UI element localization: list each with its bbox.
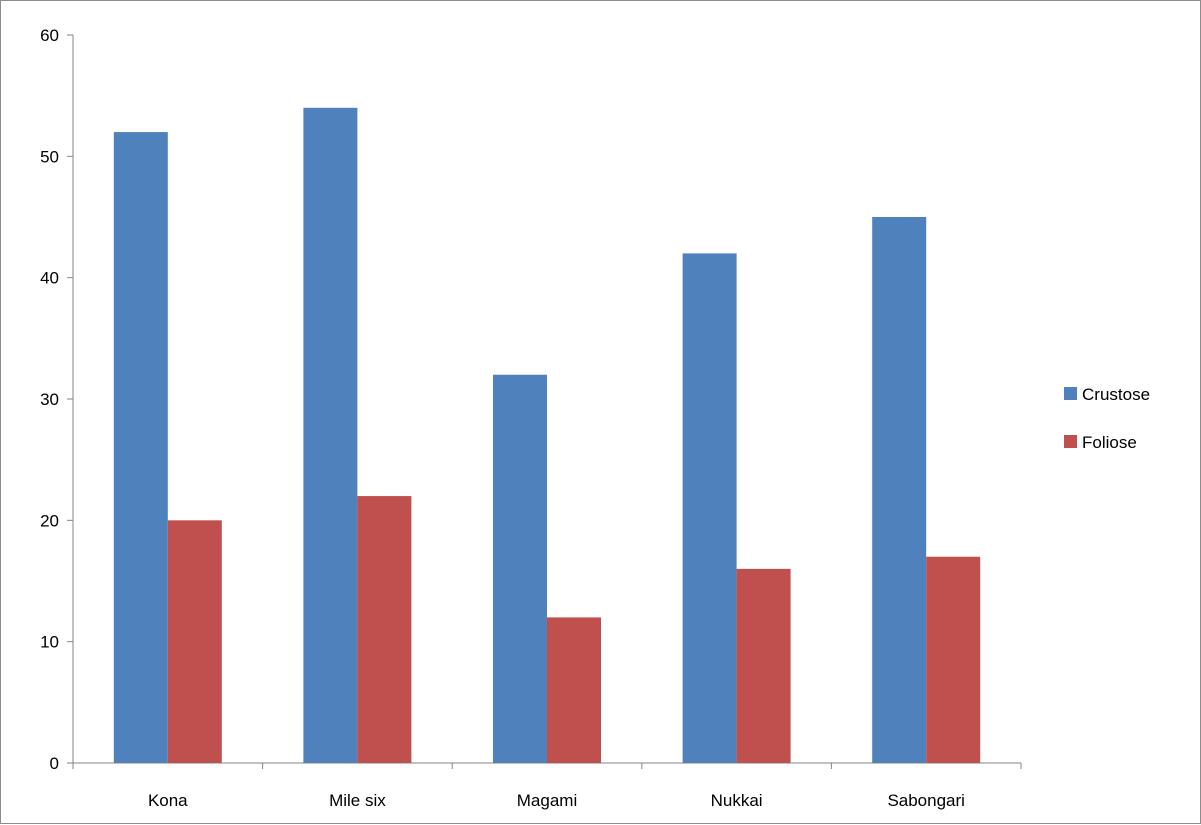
legend-label-foliose: Foliose: [1082, 433, 1137, 452]
y-tick-label: 20: [40, 511, 59, 530]
y-tick-label: 60: [40, 26, 59, 45]
bar-foliose-nukkai: [736, 568, 791, 763]
y-tick-label: 50: [40, 147, 59, 166]
x-tick-label: Kona: [148, 791, 188, 810]
y-tick-label: 10: [40, 633, 59, 652]
y-tick-label: 40: [40, 269, 59, 288]
legend-swatch-crustose: [1064, 387, 1077, 400]
bar-crustose-nukkai: [682, 253, 737, 763]
y-tick-label: 0: [50, 754, 59, 773]
bar-foliose-sabongari: [926, 556, 981, 763]
legend-label-crustose: Crustose: [1082, 385, 1150, 404]
x-tick-label: Sabongari: [887, 791, 965, 810]
legend: Crustose Foliose: [1064, 385, 1150, 452]
bar-crustose-magami: [493, 374, 547, 763]
bar-crustose-kona: [113, 132, 168, 764]
y-tick-label: 30: [40, 390, 59, 409]
bar-crustose-mile-six: [303, 107, 358, 764]
bar-crustose-sabongari: [872, 217, 927, 763]
bar-foliose-kona: [167, 520, 222, 763]
x-axis: Kona Mile six Magami Nukkai Sabongari: [72, 762, 1022, 810]
y-axis: 0 10 20 30 40 50 60: [40, 26, 74, 773]
bar-foliose-magami: [547, 617, 601, 763]
legend-swatch-foliose: [1064, 435, 1077, 448]
x-tick-label: Mile six: [329, 791, 386, 810]
bars: [113, 107, 981, 764]
x-tick-label: Nukkai: [711, 791, 763, 810]
bar-foliose-mile-six: [357, 496, 412, 763]
x-tick-label: Magami: [517, 791, 577, 810]
